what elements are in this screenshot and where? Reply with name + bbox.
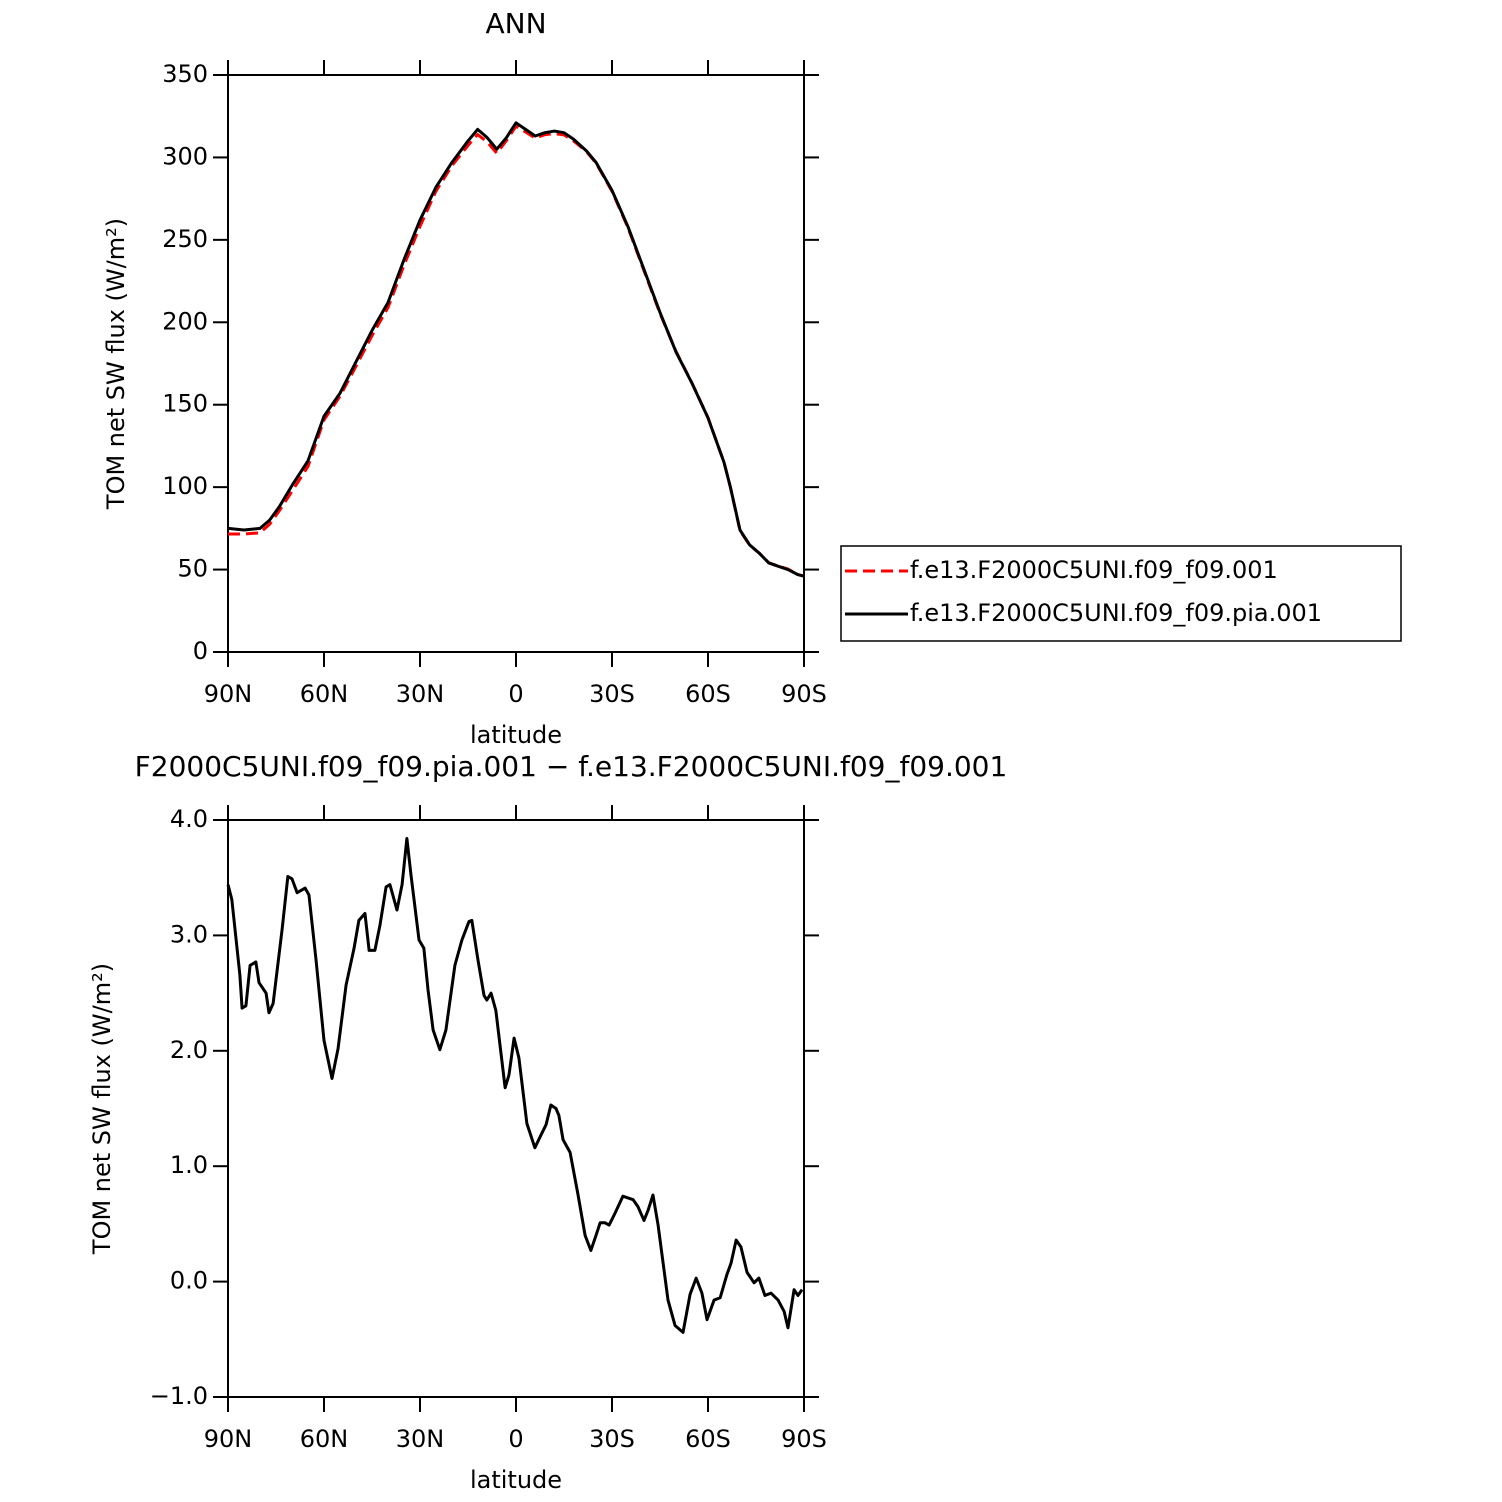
data-line bbox=[226, 836, 804, 1334]
plot-frame bbox=[227, 819, 805, 1398]
y-axis-label: TOM net SW flux (W/m²) bbox=[88, 963, 116, 1255]
plot-frame bbox=[227, 74, 805, 653]
y-axis-label: TOM net SW flux (W/m²) bbox=[102, 218, 130, 510]
y-tick-label: −1.0 bbox=[150, 1382, 208, 1410]
y-tick-label: 200 bbox=[162, 307, 208, 335]
x-tick-label: 60N bbox=[300, 1425, 349, 1453]
y-tick-label: 150 bbox=[162, 390, 208, 418]
y-tick-label: 50 bbox=[177, 555, 208, 583]
legend-label: f.e13.F2000C5UNI.f09_f09.001 bbox=[910, 556, 1278, 584]
x-tick-label: 90N bbox=[204, 1425, 253, 1453]
y-tick-label: 250 bbox=[162, 225, 208, 253]
x-tick-label: 30S bbox=[589, 680, 635, 708]
y-tick-label: 350 bbox=[162, 60, 208, 88]
x-tick-label: 60S bbox=[685, 1425, 731, 1453]
x-tick-label: 60N bbox=[300, 680, 349, 708]
x-axis-label: latitude bbox=[470, 721, 562, 749]
x-tick-label: 30N bbox=[396, 680, 445, 708]
y-tick-label: 0.0 bbox=[170, 1267, 208, 1295]
x-tick-label: 30N bbox=[396, 1425, 445, 1453]
chart-title: ANN bbox=[485, 7, 546, 40]
y-tick-label: 1.0 bbox=[170, 1151, 208, 1179]
x-tick-label: 90S bbox=[781, 1425, 827, 1453]
x-tick-label: 0 bbox=[508, 1425, 523, 1453]
y-tick-label: 300 bbox=[162, 142, 208, 170]
y-tick-label: 4.0 bbox=[170, 805, 208, 833]
legend-box bbox=[840, 545, 1402, 642]
y-tick-label: 100 bbox=[162, 472, 208, 500]
y-tick-label: 0 bbox=[193, 637, 208, 665]
x-tick-label: 60S bbox=[685, 680, 731, 708]
data-line bbox=[228, 124, 805, 578]
x-tick-label: 90N bbox=[204, 680, 253, 708]
chart-title: F2000C5UNI.f09_f09.pia.001 − f.e13.F2000… bbox=[135, 750, 1008, 783]
legend-label: f.e13.F2000C5UNI.f09_f09.pia.001 bbox=[910, 599, 1322, 627]
data-line bbox=[227, 121, 805, 578]
x-tick-label: 0 bbox=[508, 680, 523, 708]
y-tick-label: 3.0 bbox=[170, 920, 208, 948]
x-tick-label: 90S bbox=[781, 680, 827, 708]
x-axis-label: latitude bbox=[470, 1466, 562, 1494]
x-tick-label: 30S bbox=[589, 1425, 635, 1453]
y-tick-label: 2.0 bbox=[170, 1036, 208, 1064]
